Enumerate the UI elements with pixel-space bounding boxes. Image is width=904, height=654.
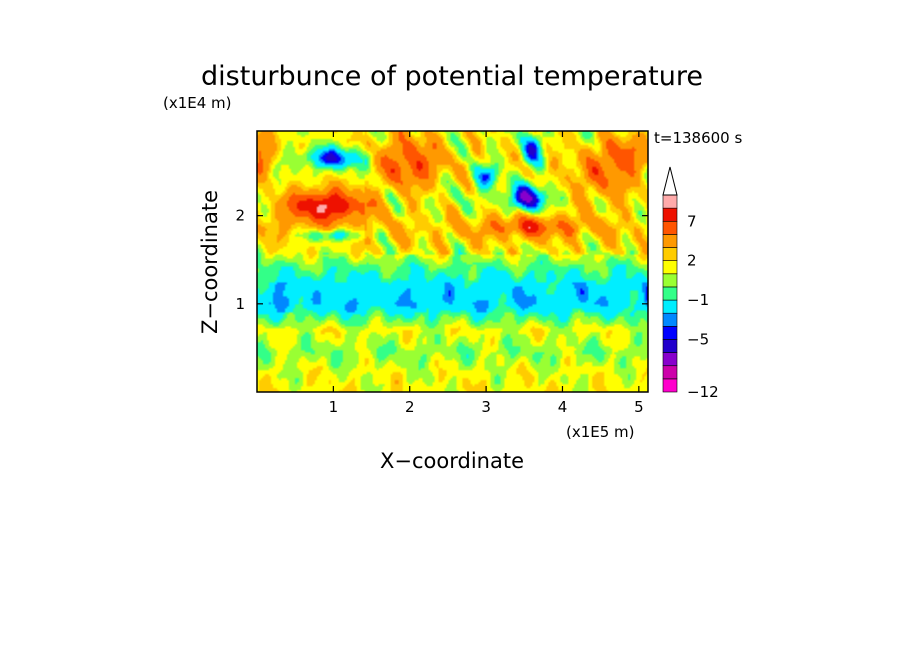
chart-title: disturbunce of potential temperature xyxy=(201,61,703,92)
colorbar-swatch xyxy=(662,234,678,248)
colorbar-label: −12 xyxy=(687,383,719,401)
colorbar-swatch xyxy=(662,312,678,327)
colorbar-swatch xyxy=(662,207,678,222)
colorbar: 7 2 −1 −5 −12 xyxy=(662,166,719,401)
y-tick-label: 1 xyxy=(235,295,245,313)
colorbar-label: −5 xyxy=(687,330,709,348)
colorbar-swatch xyxy=(662,286,678,301)
colorbar-swatch xyxy=(662,352,678,367)
y-tick-label: 2 xyxy=(235,207,245,225)
colorbar-label: −1 xyxy=(687,291,709,309)
x-axis-label: X−coordinate xyxy=(380,449,524,473)
y-unit-label: (x1E4 m) xyxy=(163,94,232,112)
x-tick-label: 2 xyxy=(405,398,415,416)
colorbar-swatch xyxy=(662,299,678,314)
colorbar-label: 7 xyxy=(687,212,697,230)
colorbar-label: 2 xyxy=(687,252,697,270)
x-tick-label: 3 xyxy=(481,398,491,416)
colorbar-extend-arrow xyxy=(662,166,678,196)
time-label: t=138600 s xyxy=(654,129,742,147)
colorbar-swatch xyxy=(662,273,678,288)
contour-field-image xyxy=(257,131,648,392)
y-axis: 12 xyxy=(235,207,648,313)
colorbar-swatch xyxy=(662,339,678,353)
x-tick-label: 1 xyxy=(329,398,339,416)
colorbar-swatch xyxy=(662,247,678,261)
x-tick-label: 5 xyxy=(634,398,644,416)
x-tick-label: 4 xyxy=(558,398,568,416)
colorbar-swatch xyxy=(662,194,678,209)
colorbar-swatch xyxy=(662,365,678,380)
x-axis: 1 2 3 4 5 xyxy=(329,131,644,416)
colorbar-swatch xyxy=(662,378,678,393)
colorbar-swatch xyxy=(662,220,678,235)
colorbar-swatch xyxy=(662,260,678,275)
y-axis-label: Z−coordinate xyxy=(198,190,222,334)
colorbar-swatch xyxy=(662,326,678,340)
x-unit-label: (x1E5 m) xyxy=(566,423,635,441)
plot-frame xyxy=(256,130,649,393)
contour-field xyxy=(257,131,648,392)
